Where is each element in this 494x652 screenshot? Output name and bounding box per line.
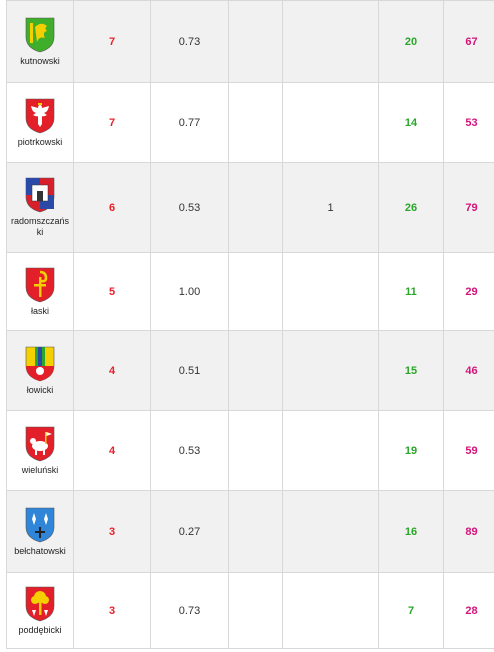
county-name[interactable]: bełchatowski [14,545,66,556]
empty-cell [228,572,283,649]
lamb-icon [25,426,55,461]
green-value-cell: 11 [378,252,444,331]
count-cell [282,82,379,163]
pink-value-cell: 89 [443,490,494,573]
ranking-table-container: kutnowski 7 0.73 20 67 piotrkowski 7 0.7… [6,0,494,649]
count-cell [282,572,379,649]
pink-value-cell: 28 [443,572,494,649]
count-cell: 1 [282,162,379,253]
table-row: łowicki 4 0.51 15 46 [6,330,494,411]
pink-value-cell: 59 [443,410,494,491]
count-cell [282,252,379,331]
ratio-cell: 0.73 [150,0,229,83]
table-row: kutnowski 7 0.73 20 67 [6,0,494,83]
lily-icon [25,507,55,542]
green-value-cell: 19 [378,410,444,491]
stripes-icon [25,346,55,381]
score-cell: 6 [73,162,151,253]
county-name[interactable]: poddębicki [18,624,62,635]
county-ranking-table: kutnowski 7 0.73 20 67 piotrkowski 7 0.7… [6,0,494,649]
county-cell: bełchatowski [6,490,74,573]
ratio-cell: 0.53 [150,410,229,491]
count-cell [282,0,379,83]
empty-cell [228,0,283,83]
table-row: piotrkowski 7 0.77 14 53 [6,82,494,163]
ratio-cell: 0.53 [150,162,229,253]
county-name[interactable]: wieluński [21,464,59,475]
table-row: bełchatowski 3 0.27 16 89 [6,490,494,573]
ratio-cell: 0.51 [150,330,229,411]
pink-value-cell: 67 [443,0,494,83]
empty-cell [228,162,283,253]
county-cell: łaski [6,252,74,331]
green-value-cell: 14 [378,82,444,163]
pink-value-cell: 46 [443,330,494,411]
griffin-icon [25,17,55,52]
county-cell: piotrkowski [6,82,74,163]
ratio-cell: 0.27 [150,490,229,573]
table-row: poddębicki 3 0.73 7 28 [6,572,494,649]
empty-cell [228,330,283,411]
county-name[interactable]: radomszczański [10,216,70,237]
score-cell: 7 [73,82,151,163]
county-cell: łowicki [6,330,74,411]
county-cell: kutnowski [6,0,74,83]
table-row: radomszczański 6 0.53 1 26 79 [6,162,494,253]
green-value-cell: 26 [378,162,444,253]
county-name[interactable]: łaski [30,305,49,316]
crosier-icon [25,267,55,302]
county-name[interactable]: kutnowski [20,55,60,66]
tree-icon [25,586,55,621]
empty-cell [228,252,283,331]
castle-icon [25,177,55,213]
score-cell: 5 [73,252,151,331]
empty-cell [228,82,283,163]
score-cell: 3 [73,490,151,573]
score-cell: 3 [73,572,151,649]
table-row: łaski 5 1.00 11 29 [6,252,494,331]
county-cell: poddębicki [6,572,74,649]
count-cell [282,490,379,573]
eagle-icon [25,98,55,133]
pink-value-cell: 79 [443,162,494,253]
score-cell: 4 [73,330,151,411]
pink-value-cell: 53 [443,82,494,163]
table-row: wieluński 4 0.53 19 59 [6,410,494,491]
pink-value-cell: 29 [443,252,494,331]
green-value-cell: 15 [378,330,444,411]
score-cell: 7 [73,0,151,83]
county-cell: wieluński [6,410,74,491]
ratio-cell: 0.73 [150,572,229,649]
green-value-cell: 7 [378,572,444,649]
ratio-cell: 0.77 [150,82,229,163]
county-cell: radomszczański [6,162,74,253]
green-value-cell: 16 [378,490,444,573]
count-cell [282,330,379,411]
green-value-cell: 20 [378,0,444,83]
empty-cell [228,410,283,491]
empty-cell [228,490,283,573]
county-name[interactable]: łowicki [26,384,54,395]
count-cell [282,410,379,491]
score-cell: 4 [73,410,151,491]
county-name[interactable]: piotrkowski [17,136,63,147]
ratio-cell: 1.00 [150,252,229,331]
